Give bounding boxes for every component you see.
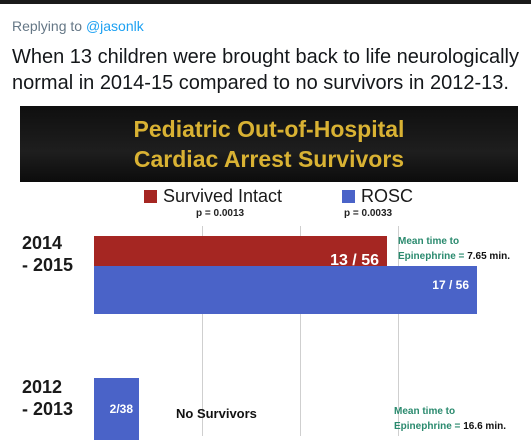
tweet-media-image[interactable]: Pediatric Out-of-Hospital Cardiac Arrest…	[20, 106, 518, 442]
slide-title: Pediatric Out-of-Hospital Cardiac Arrest…	[20, 114, 518, 174]
slide-title-line1: Pediatric Out-of-Hospital	[133, 116, 405, 142]
bar-value-label: 13 / 56	[330, 252, 379, 269]
top-divider	[0, 0, 531, 4]
legend-swatch-blue	[342, 190, 355, 203]
category-label-2014: 2014 - 2015	[22, 233, 74, 275]
p-value-rosc: p = 0.0033	[344, 208, 393, 219]
grid-line	[398, 226, 399, 436]
legend-survived-intact: Survived Intact	[144, 186, 282, 207]
reply-prefix: Replying to	[12, 18, 83, 34]
reply-context: Replying to @jasonlk	[12, 18, 144, 34]
grid-line	[202, 226, 203, 436]
no-survivors-label: No Survivors	[176, 406, 257, 421]
epinephrine-note-2012: Mean time to Epinephrine = 16.6 min.	[394, 406, 506, 432]
bar-value-label: 2/38	[109, 402, 133, 416]
legend-rosc: ROSC	[342, 186, 413, 207]
slide-header: Pediatric Out-of-Hospital Cardiac Arrest…	[20, 106, 518, 182]
legend-swatch-red	[144, 190, 157, 203]
p-value-survived: p = 0.0013	[196, 208, 245, 219]
reply-handle-link[interactable]: @jasonlk	[85, 18, 144, 34]
slide-title-line2: Cardiac Arrest Survivors	[133, 146, 405, 172]
tweet-text: When 13 children were brought back to li…	[12, 46, 519, 94]
grid-line	[300, 226, 301, 436]
bar-rosc-2014: 17 / 56	[94, 266, 477, 314]
legend-label: Survived Intact	[163, 186, 283, 206]
legend-label: ROSC	[361, 186, 414, 206]
bar-rosc-2012: 2/38	[94, 378, 139, 440]
epinephrine-note-2014: Mean time to Epinephrine = 7.65 min.	[398, 236, 510, 262]
category-label-2012: 2012 - 2013	[22, 377, 74, 419]
bar-value-label: 17 / 56	[432, 278, 469, 292]
